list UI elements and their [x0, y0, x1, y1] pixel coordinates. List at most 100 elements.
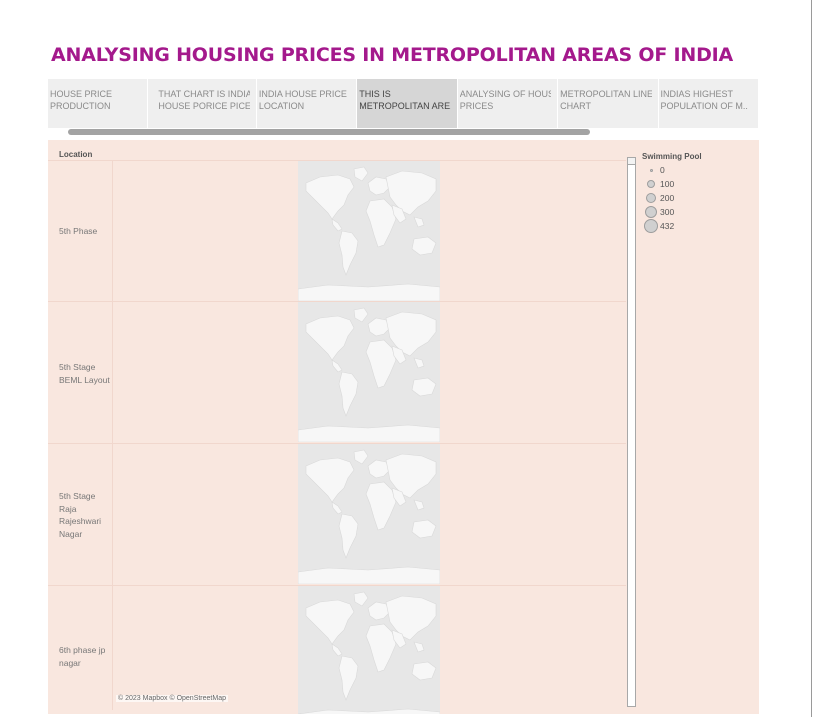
map-landmass	[353, 591, 369, 607]
legend-item-label: 100	[660, 179, 675, 189]
tab-label-line1: INDIAS HIGHEST	[660, 89, 734, 99]
map-landmass	[385, 595, 437, 641]
tab-label-line2: PRICES	[459, 101, 494, 111]
legend-item[interactable]: 300	[642, 205, 752, 219]
row-label-line: Nagar	[59, 528, 83, 539]
row-label-line: 5th Phase	[59, 226, 98, 236]
map-landmass	[413, 641, 425, 653]
map-landmass	[367, 601, 391, 621]
map-landmass	[365, 481, 397, 531]
row-label-line: 6th phase jp	[59, 645, 106, 655]
row-label-6th-phase-jp-nagar: 6th phase jp nagar	[59, 644, 113, 669]
tab-indias-house-price-chart[interactable]: THAT CHART IS INDIAS HOUSE PORICE PICE C…	[148, 79, 257, 128]
map-landmass	[385, 453, 437, 499]
legend-item[interactable]: 200	[642, 191, 752, 205]
world-map-basemap	[298, 302, 440, 442]
row-label-5th-stage-beml-layout: 5th Stage BEML Layout	[59, 361, 113, 386]
view-vertical-scrollbar-thumb[interactable]	[628, 158, 635, 165]
map-landmass	[298, 283, 440, 301]
view-vertical-scrollbar[interactable]	[627, 157, 636, 707]
map-landmass	[411, 519, 437, 539]
map-landmass	[331, 643, 343, 657]
map-landmass	[353, 166, 369, 182]
map-landmass	[338, 230, 359, 276]
row-label-5th-stage-raja-rajeshwari-nagar: 5th Stage Raja Rajeshwari Nagar	[59, 490, 113, 540]
world-map-basemap	[298, 444, 440, 584]
page-title: ANALYSING HOUSING PRICES IN METROPOLITAN…	[51, 44, 734, 66]
map-landmass	[305, 174, 355, 220]
map-landmass	[391, 629, 407, 649]
tab-label-line1: METROPOLITAN LINE	[560, 89, 652, 99]
map-landmass	[367, 176, 391, 196]
map-landmass	[305, 457, 355, 503]
legend-size-circle-icon	[642, 206, 660, 218]
legend-size-circle-icon	[642, 168, 660, 172]
row-label-line: 5th Stage	[59, 362, 96, 372]
legend-item-label: 200	[660, 193, 675, 203]
map-landmass	[385, 170, 437, 216]
map-landmass	[298, 566, 440, 584]
grid-line	[112, 160, 113, 710]
tab-label-line2: CHART	[560, 101, 591, 111]
tab-label-line1: THAT CHART IS INDIAS	[158, 89, 250, 99]
world-map-basemap	[298, 586, 440, 714]
map-landmass	[413, 357, 425, 369]
tab-label-line1: THIS IS	[359, 89, 391, 99]
legend-item[interactable]: 0	[642, 163, 752, 177]
world-map-basemap	[298, 161, 440, 301]
tab-label-line1: ANALYSING OF HOUSE	[459, 89, 552, 99]
map-landmass	[391, 345, 407, 365]
map-landmass	[338, 655, 359, 701]
tab-label-line1: INDIA HOUSE PRICE	[258, 89, 347, 99]
map-landmass	[367, 459, 391, 479]
map-landmass	[391, 487, 407, 507]
map-landmass	[411, 661, 437, 681]
map-landmass	[331, 359, 343, 373]
map-landmass	[353, 307, 369, 323]
tab-label-line2: HOUSE PORICE PICE C..	[158, 101, 250, 111]
row-label-line: Rajeshwari	[59, 516, 102, 526]
tab-label-line2: METROPOLITAN ARE..	[359, 101, 451, 111]
tab-metropolitan-areas[interactable]: THIS IS METROPOLITAN ARE..	[357, 79, 458, 128]
tab-label-line1: HOUSE PRICE	[50, 89, 113, 99]
map-landmass	[298, 424, 440, 442]
world-map-cell[interactable]	[298, 302, 440, 442]
map-landmass	[305, 315, 355, 361]
legend-item[interactable]: 100	[642, 177, 752, 191]
world-map-cell[interactable]	[298, 586, 440, 714]
tab-label-line2: PRODUCTION	[50, 101, 111, 111]
world-map-cell[interactable]	[298, 161, 440, 301]
location-column-header: Location	[59, 150, 93, 159]
tab-label-line2: LOCATION	[258, 101, 305, 111]
tab-bar-scrollbar[interactable]	[68, 128, 590, 137]
legend-size-circle-icon	[642, 219, 660, 233]
tab-metropolitan-line-chart[interactable]: METROPOLITAN LINE CHART	[558, 79, 659, 128]
map-landmass	[298, 708, 440, 714]
tab-bar-scrollbar-thumb[interactable]	[68, 129, 590, 135]
legend-item[interactable]: 432	[642, 219, 752, 233]
map-landmass	[365, 339, 397, 389]
legend-item-label: 300	[660, 207, 675, 217]
tab-india-house-price-location[interactable]: INDIA HOUSE PRICE LOCATION	[257, 79, 358, 128]
map-landmass	[338, 513, 359, 559]
row-label-line: Raja	[59, 503, 77, 514]
map-landmass	[305, 599, 355, 645]
world-map-cell[interactable]	[298, 444, 440, 584]
legend-title: Swimming Pool	[642, 152, 702, 161]
map-landmass	[353, 449, 369, 465]
tab-label-line2: POPULATION OF M..	[660, 101, 748, 111]
tab-indias-highest-population[interactable]: INDIAS HIGHEST POPULATION OF M..	[659, 79, 759, 128]
legend-size-circle-icon	[642, 180, 660, 188]
row-label-5th-phase: 5th Phase	[59, 225, 113, 238]
map-landmass	[331, 218, 343, 232]
tab-analysing-house-prices[interactable]: ANALYSING OF HOUSE PRICES	[458, 79, 559, 128]
map-landmass	[411, 377, 437, 397]
legend-item-label: 0	[660, 165, 665, 175]
grid-line	[48, 301, 626, 302]
swimming-pool-size-legend: Swimming Pool 0 100 200 300 432	[642, 152, 752, 233]
tab-house-price-production[interactable]: HOUSE PRICE PRODUCTION	[48, 79, 149, 128]
map-landmass	[367, 317, 391, 337]
map-attribution[interactable]: © 2023 Mapbox © OpenStreetMap	[116, 695, 228, 702]
map-landmass	[331, 501, 343, 515]
legend-size-circle-icon	[642, 193, 660, 203]
